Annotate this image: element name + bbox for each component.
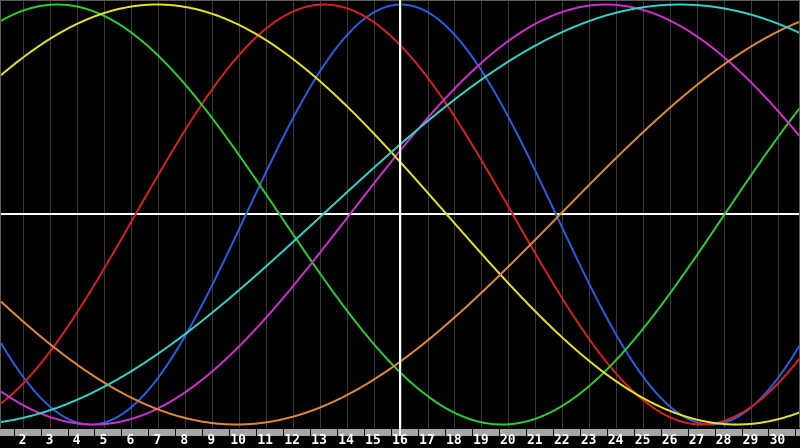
curve-yellow <box>1 3 799 426</box>
x-axis-label: 8 <box>180 433 189 448</box>
x-axis-label: 17 <box>419 433 435 448</box>
axis-tick <box>121 429 123 437</box>
axis-tick <box>795 429 797 437</box>
axis-tick <box>67 429 69 437</box>
axis-tick <box>660 429 662 437</box>
axis-tick <box>444 429 446 437</box>
axis-tick <box>768 429 770 437</box>
curve-green <box>1 3 799 426</box>
axis-tick <box>364 429 365 437</box>
x-axis-label: 22 <box>553 433 570 448</box>
curve-cyan <box>1 3 799 423</box>
axis-tick <box>418 429 419 437</box>
axis-tick <box>633 429 635 437</box>
axis-tick <box>148 429 150 437</box>
x-axis-label: 3 <box>45 433 54 448</box>
x-axis-label: 29 <box>742 433 759 448</box>
axis-tick <box>337 429 339 437</box>
curve-red <box>1 3 799 426</box>
axis-tick <box>94 429 96 437</box>
x-axis-label: 14 <box>338 433 354 448</box>
x-axis-label: 2 <box>18 433 27 448</box>
x-axis-label: 10 <box>230 433 247 448</box>
x-axis-label: 11 <box>257 433 274 448</box>
axis-tick <box>606 429 608 437</box>
axis-tick <box>283 429 285 437</box>
axis-tick <box>552 429 554 437</box>
axis-tick <box>471 429 473 437</box>
x-axis-label: 19 <box>473 433 489 448</box>
x-axis-label: 7 <box>153 433 162 448</box>
x-axis-label: 20 <box>499 433 516 448</box>
x-axis-label: 24 <box>607 433 624 448</box>
axis-tick <box>229 429 231 437</box>
axis-tick <box>391 429 392 437</box>
x-axis-label: 25 <box>634 433 651 448</box>
x-axis-label: 15 <box>365 433 381 448</box>
axis-tick <box>714 429 716 437</box>
curve-magenta <box>1 3 799 426</box>
axis-tick <box>579 429 581 437</box>
axis-tick <box>525 429 527 437</box>
x-axis-label: 27 <box>688 433 705 448</box>
today-line <box>399 0 401 436</box>
axis-tick <box>13 429 15 437</box>
axis-tick <box>40 429 42 437</box>
x-axis-label: 13 <box>311 433 327 448</box>
x-axis-label: 28 <box>715 433 732 448</box>
x-axis-label: 26 <box>661 433 678 448</box>
x-axis-label: 21 <box>526 433 543 448</box>
curve-orange <box>1 20 799 426</box>
axis-tick <box>175 429 177 437</box>
x-axis-label: 6 <box>126 433 135 448</box>
axis-tick <box>256 429 258 437</box>
axis-tick <box>310 429 312 437</box>
x-axis-label: 12 <box>284 433 301 448</box>
axis-tick <box>498 429 500 437</box>
x-axis-label: 4 <box>72 433 81 448</box>
x-axis-label: 18 <box>446 433 462 448</box>
curve-blue <box>1 3 799 426</box>
x-axis-label: 9 <box>207 433 216 448</box>
x-axis-labels: 2 3 4 5 6 7 8 9 10 11 12 13 14 15 16 17 18 19 20 21 22 23 24 25… <box>0 433 800 448</box>
x-axis-label: 30 <box>769 433 786 448</box>
axis-tick <box>741 429 743 437</box>
x-axis-label: 23 <box>580 433 597 448</box>
axis-tick <box>202 429 204 437</box>
curves-svg <box>1 3 799 426</box>
axis-tick <box>687 429 689 437</box>
x-axis-label: 5 <box>99 433 108 448</box>
x-axis-label: 16 <box>392 433 408 448</box>
